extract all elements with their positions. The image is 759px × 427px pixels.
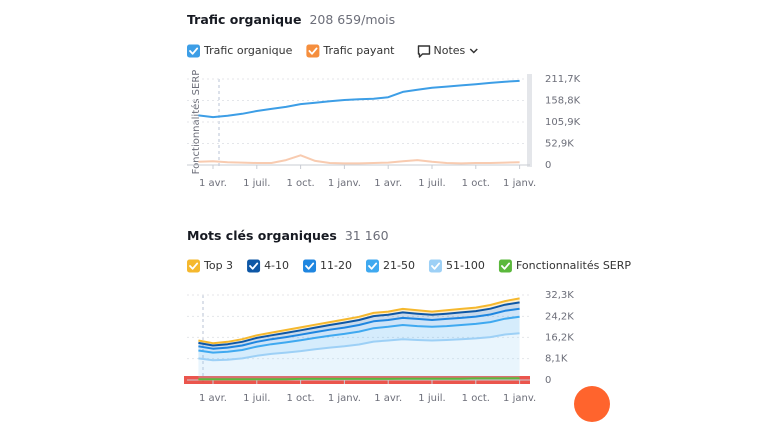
y-tick-label: 158,8K <box>545 95 581 106</box>
x-tick-label: 1 oct. <box>286 178 314 189</box>
checkbox[interactable] <box>303 259 317 273</box>
range-handle <box>527 74 532 167</box>
chevron <box>469 48 478 54</box>
checkmark <box>431 262 441 270</box>
x-tick-label: 1 juil. <box>243 178 270 189</box>
legend-label[interactable]: Trafic organique <box>203 44 293 57</box>
checkmark <box>189 262 199 270</box>
legend-label[interactable]: Fonctionnalités SERP <box>516 259 631 272</box>
title: Trafic organique <box>187 12 301 27</box>
y-tick-label: 24,2K <box>545 311 574 322</box>
notes-icon <box>417 45 431 58</box>
y-tick-label: 211,7K <box>545 74 581 85</box>
chat-widget[interactable] <box>574 386 610 422</box>
y-tick-label: 105,9K <box>545 117 581 128</box>
checkbox[interactable] <box>187 44 200 58</box>
area-fill <box>198 316 520 361</box>
legend-label[interactable]: 4-10 <box>264 259 289 272</box>
checkbox[interactable] <box>428 259 442 273</box>
checkbox[interactable] <box>498 259 512 273</box>
y-tick-label: 16,2K <box>545 332 574 343</box>
area-fill <box>198 302 520 349</box>
area-line <box>198 301 520 347</box>
series-line <box>198 377 520 381</box>
x-tick-label: 1 avr. <box>374 393 402 404</box>
x-tick-label: 1 janv. <box>503 393 536 404</box>
x-tick-label: 1 avr. <box>199 393 227 404</box>
title: Mots clés organiques <box>187 228 337 243</box>
legend-label[interactable]: Top 3 <box>203 259 233 272</box>
vertical-annotation: Fonctionnalités SERP <box>190 70 202 175</box>
x-tick-label: 1 oct. <box>462 178 490 189</box>
area-line <box>198 315 520 354</box>
y-tick-label: 0 <box>545 375 551 386</box>
area-line <box>198 332 520 362</box>
notes-button[interactable]: Notes <box>433 44 465 57</box>
checkmark <box>189 47 199 55</box>
x-tick-label: 1 juil. <box>418 178 445 189</box>
checkbox[interactable] <box>366 259 379 273</box>
checkmark <box>305 262 315 270</box>
checkbox[interactable] <box>187 259 200 273</box>
x-tick-label: 1 avr. <box>374 178 402 189</box>
legend-label[interactable]: 11-20 <box>320 259 352 272</box>
legend-label[interactable]: 51-100 <box>446 259 485 272</box>
checkbox[interactable] <box>247 259 261 273</box>
y-tick-label: 8,1K <box>545 354 568 365</box>
checkmark <box>368 262 378 270</box>
x-tick-label: 1 janv. <box>328 178 361 189</box>
checkmark <box>249 262 259 270</box>
x-tick-label: 1 juil. <box>243 393 270 404</box>
chart-title: Trafic organique 208 659/mois <box>187 12 395 27</box>
legend-label[interactable]: 21-50 <box>383 259 415 272</box>
y-tick-label: 0 <box>545 160 551 171</box>
x-tick-label: 1 oct. <box>462 393 490 404</box>
checkmark <box>501 262 511 270</box>
y-tick-label: 52,9K <box>545 139 574 150</box>
subtitle: 208 659/mois <box>309 12 395 27</box>
area-fill <box>198 333 520 380</box>
checkbox[interactable] <box>306 44 320 58</box>
x-tick-label: 1 oct. <box>286 393 314 404</box>
x-tick-label: 1 juil. <box>418 393 445 404</box>
area-line <box>198 307 520 350</box>
legend-label[interactable]: Trafic payant <box>322 44 395 57</box>
series-line <box>198 79 520 119</box>
x-tick-label: 1 janv. <box>328 393 361 404</box>
area-line <box>198 297 520 345</box>
series-line <box>198 154 520 165</box>
y-tick-label: 32,3K <box>545 290 574 301</box>
chart-title: Mots clés organiques 31 160 <box>187 228 389 243</box>
x-tick-label: 1 janv. <box>503 178 536 189</box>
x-tick-label: 1 avr. <box>199 178 227 189</box>
checkmark <box>308 47 318 55</box>
subtitle: 31 160 <box>345 228 389 243</box>
